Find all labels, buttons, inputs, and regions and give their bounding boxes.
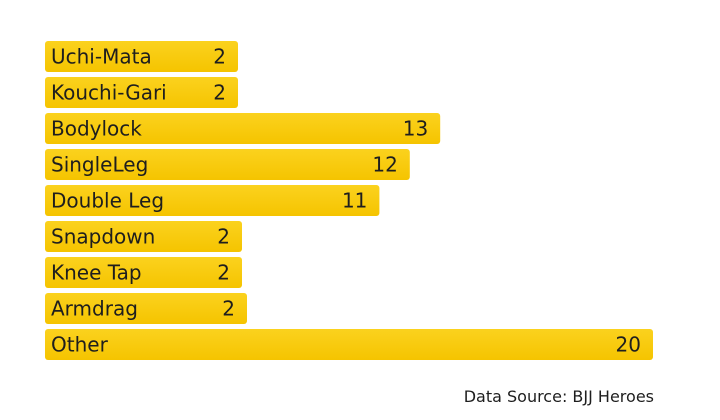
bars-group: Uchi-Mata 2 Kouchi-Gari 2 Bodylock 13 SingleLe…: [45, 41, 653, 360]
bar-label-bodylock: Bodylock: [51, 117, 142, 141]
bar-singleleg: [45, 149, 410, 180]
bar-knee-tap: [45, 257, 242, 288]
bar-label-singleleg: SingleLeg: [51, 153, 148, 177]
bar-value-knee-tap: 2: [217, 261, 230, 285]
bar-value-singleleg: 12: [372, 153, 397, 177]
bar-label-knee-tap: Knee Tap: [51, 261, 142, 285]
bar-label-uchi-mata: Uchi-Mata: [51, 45, 152, 69]
bar-label-double-leg: Double Leg: [51, 189, 164, 213]
bar-value-armdrag: 2: [222, 297, 235, 321]
bar-uchi-mata: [45, 41, 238, 72]
bar-double-leg: [45, 185, 380, 216]
bar-other: [45, 329, 653, 360]
bar-value-other: 20: [616, 333, 641, 357]
bar-label-other: Other: [51, 333, 109, 357]
bar-kouchi-gari: [45, 77, 238, 108]
bar-label-kouchi-gari: Kouchi-Gari: [51, 81, 167, 105]
data-source-note: Data Source: BJJ Heroes: [463, 387, 654, 406]
bar-label-armdrag: Armdrag: [51, 297, 138, 321]
bar-value-uchi-mata: 2: [213, 45, 226, 69]
bar-label-snapdown: Snapdown: [51, 225, 155, 249]
bar-value-snapdown: 2: [217, 225, 230, 249]
bar-snapdown: [45, 221, 242, 252]
bar-armdrag: [45, 293, 247, 324]
bar-bodylock: [45, 113, 441, 144]
bar-value-double-leg: 11: [342, 189, 367, 213]
bar-value-kouchi-gari: 2: [213, 81, 226, 105]
bar-value-bodylock: 13: [403, 117, 428, 141]
